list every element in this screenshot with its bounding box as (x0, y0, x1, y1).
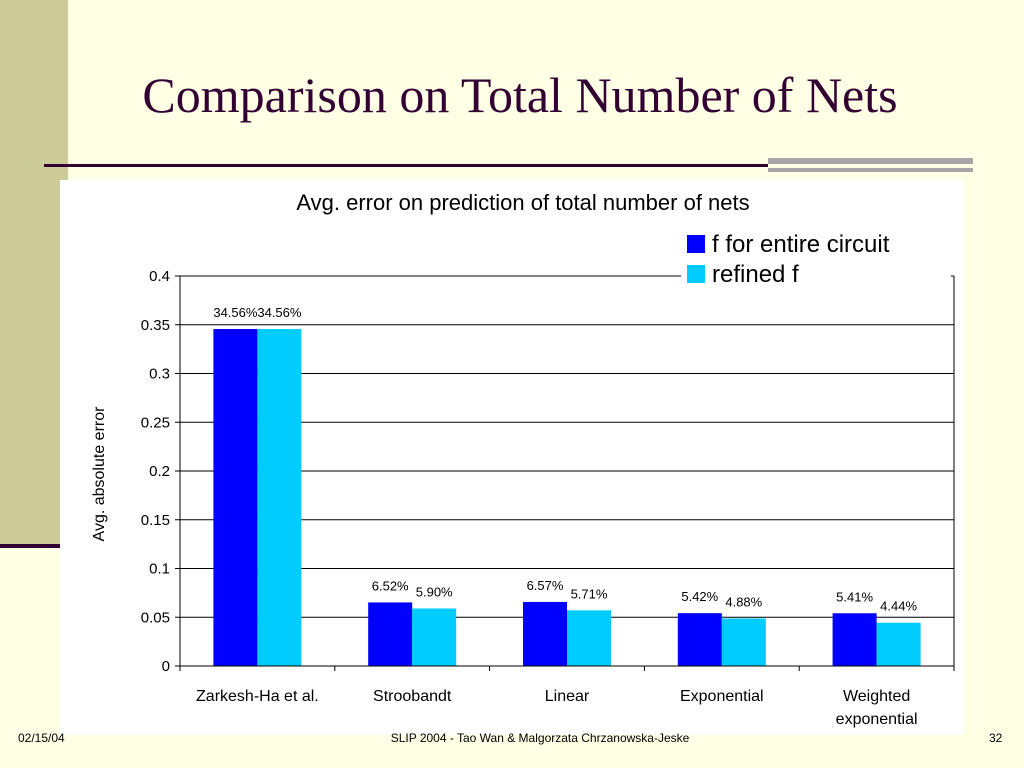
legend-label: f for entire circuit (712, 231, 890, 258)
bar (523, 601, 567, 666)
y-tick-label: 0 (162, 658, 170, 675)
y-tick-label: 0.35 (141, 317, 170, 334)
bar-data-labels: 34.56% 34.56% 6.52% 5.90% 6.57% 5.71% 5.42% 4.8… (213, 305, 917, 614)
bar-data-label: 5.41% (836, 589, 873, 604)
legend: f for entire circuit refined f (681, 224, 951, 288)
page-number: 32 (989, 731, 1003, 745)
side-accent-band (0, 0, 68, 544)
footer-text: SLIP 2004 - Tao Wan & Malgorzata Chrzano… (390, 731, 690, 745)
bar (213, 329, 258, 666)
y-tick-labels: 0 0.05 0.1 0.15 0.2 0.25 0.3 0.35 0.4 (141, 268, 170, 675)
legend-label: refined f (712, 261, 799, 288)
bar-data-label: 4.88% (725, 594, 762, 609)
bar-chart: Avg. error on prediction of total number… (91, 190, 955, 728)
x-tick-label: Stroobandt (373, 688, 452, 705)
bar (567, 610, 611, 666)
bars (213, 329, 921, 666)
y-tick-label: 0.1 (149, 561, 170, 578)
x-tick-label: exponential (836, 711, 918, 728)
bar-data-label: 6.52% (372, 578, 409, 593)
legend-swatch (687, 265, 705, 283)
chart-area: Avg. error on prediction of total number… (60, 180, 964, 735)
y-axis-label: Avg. absolute error (91, 406, 108, 542)
title-underline (44, 164, 768, 167)
bar (368, 602, 413, 666)
bar-data-label: 5.90% (416, 584, 453, 599)
axes (175, 275, 955, 671)
bar-data-label: 5.71% (571, 586, 608, 601)
x-tick-label: Linear (545, 688, 590, 705)
x-tick-label: Exponential (680, 688, 764, 705)
footer-date: 02/15/04 (18, 731, 65, 745)
bar (876, 622, 921, 666)
y-tick-label: 0.25 (141, 414, 170, 431)
y-tick-label: 0.3 (149, 366, 170, 383)
title-accent-bars (768, 158, 973, 178)
bar-data-label: 5.42% (681, 589, 718, 604)
bar (677, 613, 722, 666)
bar (832, 613, 877, 666)
y-tick-label: 0.2 (149, 463, 170, 480)
side-accent-rule (0, 544, 68, 548)
y-tick-label: 0.4 (149, 268, 170, 285)
bar (412, 608, 457, 666)
y-tick-label: 0.05 (141, 609, 170, 626)
bar (721, 618, 766, 666)
x-tick-label: Weighted (843, 688, 910, 705)
legend-swatch (687, 235, 705, 253)
y-tick-label: 0.15 (141, 512, 170, 529)
bar-data-label: 4.44% (880, 599, 917, 614)
slide-title: Comparison on Total Number of Nets (142, 67, 898, 123)
x-tick-label: Zarkesh-Ha et al. (196, 688, 319, 705)
x-tick-labels: Zarkesh-Ha et al. Stroobandt Linear Exponen… (196, 688, 917, 728)
bar-data-label: 34.56% (213, 305, 258, 320)
bar (257, 329, 302, 666)
chart-title: Avg. error on prediction of total number… (296, 190, 749, 215)
legend-background (681, 224, 951, 288)
bar-data-label: 34.56% (257, 305, 302, 320)
bar-data-label: 6.57% (527, 578, 564, 593)
